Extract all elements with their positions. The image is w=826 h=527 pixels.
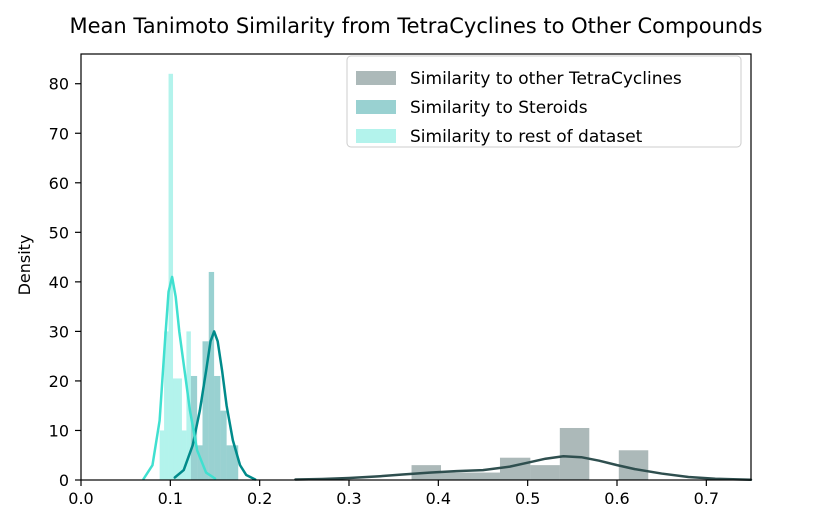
histogram-bar — [164, 331, 169, 480]
histogram-bar — [177, 378, 182, 480]
legend-swatch — [356, 129, 396, 143]
legend-swatch — [356, 100, 396, 114]
histogram-bar — [220, 410, 227, 480]
kde-curve-similarity-to-steroids — [173, 330, 257, 481]
series-similarity-to-rest-of-dataset — [159, 73, 191, 480]
y-tick-label: 30 — [49, 322, 69, 341]
x-tick-label: 0.6 — [604, 489, 629, 508]
x-tick-label: 0.4 — [426, 489, 451, 508]
series-similarity-to-other-tetracyclines — [411, 427, 649, 480]
y-tick-label: 20 — [49, 372, 69, 391]
histogram-bar — [208, 271, 215, 480]
legend-label: Similarity to Steroids — [410, 98, 588, 118]
histogram-bar — [618, 450, 649, 480]
histogram-bar — [202, 341, 209, 480]
legend-box — [346, 55, 742, 148]
legend-label: Similarity to rest of dataset — [410, 127, 643, 147]
y-tick-label: 0 — [59, 471, 69, 490]
histogram-bar — [530, 465, 560, 480]
histogram-bar — [168, 73, 174, 480]
histogram-bar — [173, 378, 178, 480]
histogram-bar — [559, 427, 590, 480]
y-tick-label: 40 — [49, 273, 69, 292]
legend: Similarity to other TetraCyclines Similar… — [346, 55, 742, 148]
x-tick-label: 0.1 — [158, 489, 183, 508]
plot-area — [142, 73, 753, 481]
y-tick-label: 60 — [49, 174, 69, 193]
x-tick-label: 0.2 — [247, 489, 272, 508]
y-tick-label: 10 — [49, 421, 69, 440]
histogram-bar — [214, 375, 221, 480]
y-axis-label: Density — [15, 235, 34, 296]
x-tick-label: 0.5 — [515, 489, 540, 508]
y-tick-label: 80 — [49, 75, 69, 94]
histogram-bar — [159, 430, 165, 480]
histogram-bar — [181, 430, 187, 480]
x-tick-label: 0.0 — [68, 489, 93, 508]
histogram-bar — [441, 472, 471, 480]
y-tick-label: 70 — [49, 124, 69, 143]
chart-title: Mean Tanimoto Similarity from TetraCycli… — [70, 14, 763, 38]
plot-frame — [80, 53, 752, 481]
histogram-bar — [470, 472, 500, 480]
legend-swatch — [356, 71, 396, 85]
histogram-bar — [499, 457, 531, 480]
kde-curve-similarity-to-rest-of-dataset — [142, 275, 217, 481]
axes: 0.0 0.1 0.2 0.3 0.4 0.5 0.6 0.7 0 10 20 30 40 50 60 70 8… — [49, 53, 752, 508]
histogram-bar — [197, 445, 203, 480]
kde-curve-similarity-to-other-tetracyclines — [294, 454, 753, 481]
legend-label: Similarity to other TetraCyclines — [410, 69, 682, 89]
y-tick-label: 50 — [49, 223, 69, 242]
x-tick-label: 0.3 — [336, 489, 361, 508]
histogram-bar — [226, 445, 239, 480]
x-tick-label: 0.7 — [694, 489, 719, 508]
